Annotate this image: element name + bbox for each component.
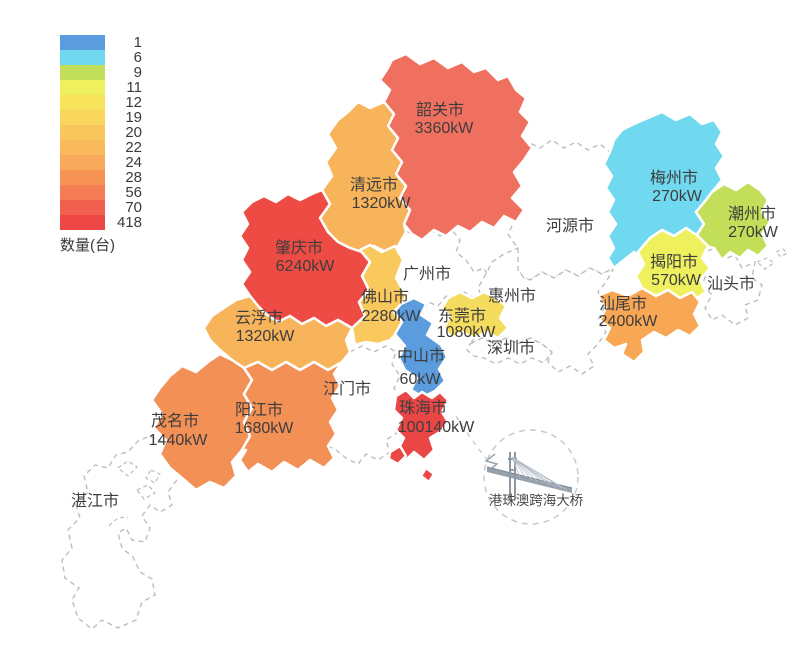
label-jieyang-value: 570kW bbox=[651, 272, 702, 289]
legend-tick: 70 bbox=[125, 199, 142, 216]
label-zhaoqing-value: 6240kW bbox=[276, 258, 336, 275]
region-zhuhai-main bbox=[392, 388, 450, 462]
label-dongguan-value: 1080kW bbox=[437, 324, 497, 341]
label-yunfu-value: 1320kW bbox=[236, 328, 296, 345]
label-yangjiang-value: 1680kW bbox=[235, 420, 295, 437]
region-huizhou bbox=[469, 247, 615, 375]
legend-swatch bbox=[60, 215, 105, 230]
label-shanwei-name: 汕尾市 bbox=[599, 295, 647, 313]
label-heyuan-name: 河源市 bbox=[546, 217, 594, 235]
region-yangjiang bbox=[238, 360, 344, 474]
label-shanwei-value: 2400kW bbox=[599, 313, 659, 330]
legend-tick: 20 bbox=[125, 124, 142, 141]
region-shantou bbox=[699, 247, 763, 326]
region-zhuhai bbox=[387, 388, 450, 484]
label-maoming-value: 1440kW bbox=[149, 432, 209, 449]
legend-tick: 28 bbox=[125, 169, 142, 186]
legend-swatch bbox=[60, 110, 105, 125]
legend-swatch bbox=[60, 125, 105, 140]
legend-tick: 6 bbox=[134, 49, 142, 66]
legend-tick: 22 bbox=[125, 139, 142, 156]
label-zhanjiang-name: 湛江市 bbox=[71, 492, 119, 510]
region-zhuhai-island bbox=[419, 466, 436, 484]
region-labels: 韶关市 3360kW 清远市 1320kW 梅州市 270kW 潮州市 270k… bbox=[71, 101, 779, 510]
legend-swatch bbox=[60, 155, 105, 170]
label-chaozhou-name: 潮州市 bbox=[728, 205, 776, 223]
label-shaoguan-value: 3360kW bbox=[415, 120, 475, 137]
label-zhongshan-value: 60kW bbox=[400, 371, 442, 388]
label-meizhou-name: 梅州市 bbox=[650, 169, 698, 187]
label-guangzhou-name: 广州市 bbox=[403, 265, 451, 283]
region-dongguan bbox=[440, 290, 510, 340]
region-jiangmen bbox=[327, 345, 405, 465]
bridge-approach bbox=[484, 453, 499, 472]
legend-swatch bbox=[60, 95, 105, 110]
legend-tick: 9 bbox=[134, 64, 142, 81]
label-shantou-name: 汕头市 bbox=[707, 275, 755, 293]
label-huizhou-name: 惠州市 bbox=[488, 287, 536, 305]
legend-swatch bbox=[60, 35, 105, 50]
zhanjiang-inlet-detail bbox=[145, 469, 161, 484]
label-jieyang-name: 揭阳市 bbox=[650, 253, 698, 271]
region-chaozhou bbox=[694, 180, 772, 262]
label-jiangmen-name: 江门市 bbox=[323, 380, 371, 398]
region-shenzhen bbox=[466, 337, 553, 365]
label-yangjiang-name: 阳江市 bbox=[235, 401, 283, 419]
zhanjiang-inlet-detail bbox=[136, 484, 156, 500]
label-zhuhai-name: 珠海市 bbox=[399, 399, 447, 417]
bridge-annotation: 港珠澳跨海大桥 bbox=[455, 415, 584, 525]
label-foshan-value: 2280kW bbox=[362, 308, 422, 325]
legend-swatch bbox=[60, 50, 105, 65]
bridge-leader-line bbox=[455, 415, 489, 462]
label-chaozhou-value: 270kW bbox=[728, 224, 779, 241]
region-zhuhai-spur bbox=[387, 444, 408, 466]
legend-tick: 56 bbox=[125, 184, 142, 201]
bridge-label: 港珠澳跨海大桥 bbox=[489, 493, 584, 508]
legend-swatch bbox=[60, 200, 105, 215]
bridge-tower bbox=[508, 452, 517, 500]
legend: 1 6 9 11 12 19 20 22 24 28 56 70 418 数量(… bbox=[60, 34, 142, 254]
legend-swatch bbox=[60, 65, 105, 80]
label-zhaoqing-name: 肇庆市 bbox=[275, 239, 323, 257]
shantou-island bbox=[756, 257, 775, 270]
bridge-annotation-circle bbox=[483, 429, 579, 525]
label-dongguan-name: 东莞市 bbox=[438, 307, 486, 325]
label-maoming-name: 茂名市 bbox=[151, 412, 199, 430]
legend-tick: 24 bbox=[125, 154, 142, 171]
label-zhongshan-name: 中山市 bbox=[397, 347, 445, 365]
shantou-island bbox=[775, 248, 788, 258]
legend-swatch bbox=[60, 140, 105, 155]
label-shenzhen-name: 深圳市 bbox=[487, 339, 535, 357]
legend-tick: 11 bbox=[126, 79, 142, 96]
label-meizhou-value: 270kW bbox=[652, 188, 703, 205]
legend-tick: 19 bbox=[125, 109, 142, 126]
legend-title: 数量(台) bbox=[60, 237, 115, 254]
bridge-cables bbox=[511, 456, 568, 491]
region-zhongshan bbox=[392, 296, 449, 399]
label-zhuhai-value: 100140kW bbox=[398, 419, 475, 436]
region-foshan bbox=[350, 243, 408, 347]
label-qingyuan-value: 1320kW bbox=[352, 195, 412, 212]
legend-tick: 1 bbox=[134, 34, 142, 51]
bridge-icon bbox=[484, 452, 573, 500]
legend-tick: 12 bbox=[125, 94, 142, 111]
region-jieyang bbox=[634, 226, 712, 302]
label-yunfu-name: 云浮市 bbox=[235, 309, 283, 327]
legend-swatch bbox=[60, 170, 105, 185]
legend-swatch bbox=[60, 80, 105, 95]
region-zhanjiang bbox=[61, 435, 186, 630]
legend-swatch bbox=[60, 185, 105, 200]
label-shaoguan-name: 韶关市 bbox=[416, 101, 464, 119]
zhanjiang-inlet-detail bbox=[117, 460, 138, 477]
label-qingyuan-name: 清远市 bbox=[350, 176, 398, 194]
bridge-deck bbox=[487, 467, 572, 493]
region-shanwei bbox=[596, 286, 702, 364]
label-foshan-name: 佛山市 bbox=[361, 288, 409, 306]
zhanjiang-coast-detail bbox=[108, 516, 129, 527]
legend-tick: 418 bbox=[117, 214, 142, 231]
